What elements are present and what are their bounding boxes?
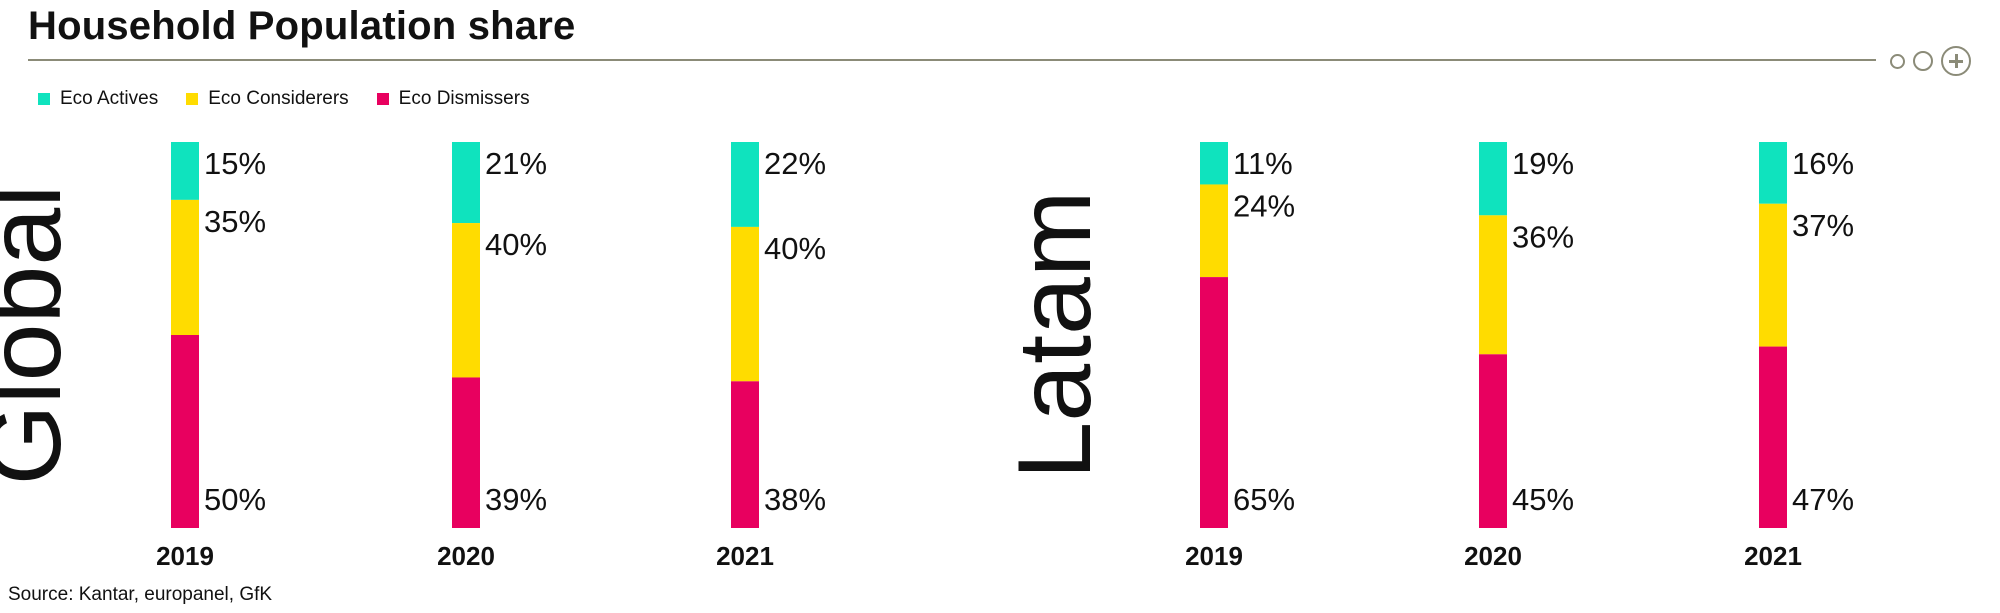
data-label-latam-2019-eco-dismissers: 65% (1233, 482, 1295, 517)
bar-segment-latam-2019-eco-considerers (1200, 184, 1228, 278)
legend-swatch-eco-considerers (186, 93, 199, 105)
data-label-global-2019-eco-actives: 15% (204, 146, 266, 181)
bar-segment-global-2019-eco-considerers (171, 199, 199, 335)
legend: Eco Actives Eco Considerers Eco Dismisse… (38, 88, 530, 110)
legend-label-eco-dismissers: Eco Dismissers (398, 88, 530, 109)
data-label-global-2021-eco-considerers: 40% (764, 231, 826, 266)
data-label-global-2019-eco-dismissers: 50% (204, 482, 266, 517)
data-label-latam-2020-eco-considerers: 36% (1512, 219, 1574, 254)
bar-segment-latam-2021-eco-considerers (1759, 203, 1787, 347)
bar-segment-global-2019-eco-dismissers (171, 335, 199, 528)
legend-item-eco-considerers: Eco Considerers (186, 88, 349, 110)
data-label-global-2019-eco-considerers: 35% (204, 204, 266, 239)
title-divider (28, 59, 1876, 61)
bar-segment-latam-2019-eco-actives (1200, 142, 1228, 185)
bar-segment-global-2020-eco-considerers (452, 223, 480, 378)
medium-circle-icon (1913, 51, 1933, 71)
bar-segment-latam-2019-eco-dismissers (1200, 277, 1228, 528)
legend-item-eco-dismissers: Eco Dismissers (376, 88, 530, 110)
x-tick-label-latam-2021: 2021 (1744, 541, 1802, 571)
data-label-global-2020-eco-considerers: 40% (485, 227, 547, 262)
bar-segment-global-2020-eco-dismissers (452, 377, 480, 528)
data-label-latam-2019-eco-considerers: 24% (1233, 188, 1295, 223)
x-tick-label-global-2020: 2020 (437, 541, 495, 571)
bar-segment-global-2020-eco-actives (452, 142, 480, 224)
source-note: Source: Kantar, europanel, GfK (8, 584, 273, 605)
legend-swatch-eco-dismissers (376, 93, 389, 105)
data-label-latam-2021-eco-considerers: 37% (1792, 208, 1854, 243)
legend-swatch-eco-actives (38, 93, 50, 105)
data-label-global-2020-eco-actives: 21% (485, 146, 547, 181)
data-label-latam-2020-eco-actives: 19% (1512, 146, 1574, 181)
page-dots (1890, 46, 1971, 76)
bar-segment-global-2021-eco-actives (731, 142, 759, 227)
bar-segment-latam-2020-eco-actives (1479, 142, 1507, 216)
data-label-global-2021-eco-actives: 22% (764, 146, 826, 181)
bar-segment-global-2019-eco-actives (171, 142, 199, 200)
data-label-latam-2019-eco-actives: 11% (1233, 146, 1293, 181)
bar-segment-latam-2021-eco-actives (1759, 142, 1787, 204)
chart-title: Household Population share (28, 4, 576, 48)
bar-segment-latam-2020-eco-dismissers (1479, 354, 1507, 528)
data-label-latam-2021-eco-dismissers: 47% (1792, 482, 1854, 517)
x-tick-label-latam-2019: 2019 (1185, 541, 1243, 571)
panel-label-global: Global (0, 185, 83, 486)
x-tick-label-latam-2020: 2020 (1464, 541, 1522, 571)
legend-item-eco-actives: Eco Actives (38, 88, 158, 110)
data-label-latam-2020-eco-dismissers: 45% (1512, 482, 1574, 517)
bar-segment-latam-2021-eco-dismissers (1759, 346, 1787, 528)
legend-label-eco-actives: Eco Actives (60, 88, 159, 109)
legend-label-eco-considerers: Eco Considerers (208, 88, 349, 109)
panel-label-latam: Latam (997, 190, 1113, 479)
x-tick-label-global-2019: 2019 (156, 541, 214, 571)
small-circle-icon (1890, 53, 1905, 69)
plus-circle-icon[interactable] (1941, 46, 1971, 76)
x-tick-label-global-2021: 2021 (716, 541, 774, 571)
data-label-global-2021-eco-dismissers: 38% (764, 482, 826, 517)
bar-segment-global-2021-eco-dismissers (731, 381, 759, 528)
bar-segment-global-2021-eco-considerers (731, 226, 759, 382)
data-label-global-2020-eco-dismissers: 39% (485, 482, 547, 517)
data-label-latam-2021-eco-actives: 16% (1792, 146, 1854, 181)
bar-segment-latam-2020-eco-considerers (1479, 215, 1507, 355)
